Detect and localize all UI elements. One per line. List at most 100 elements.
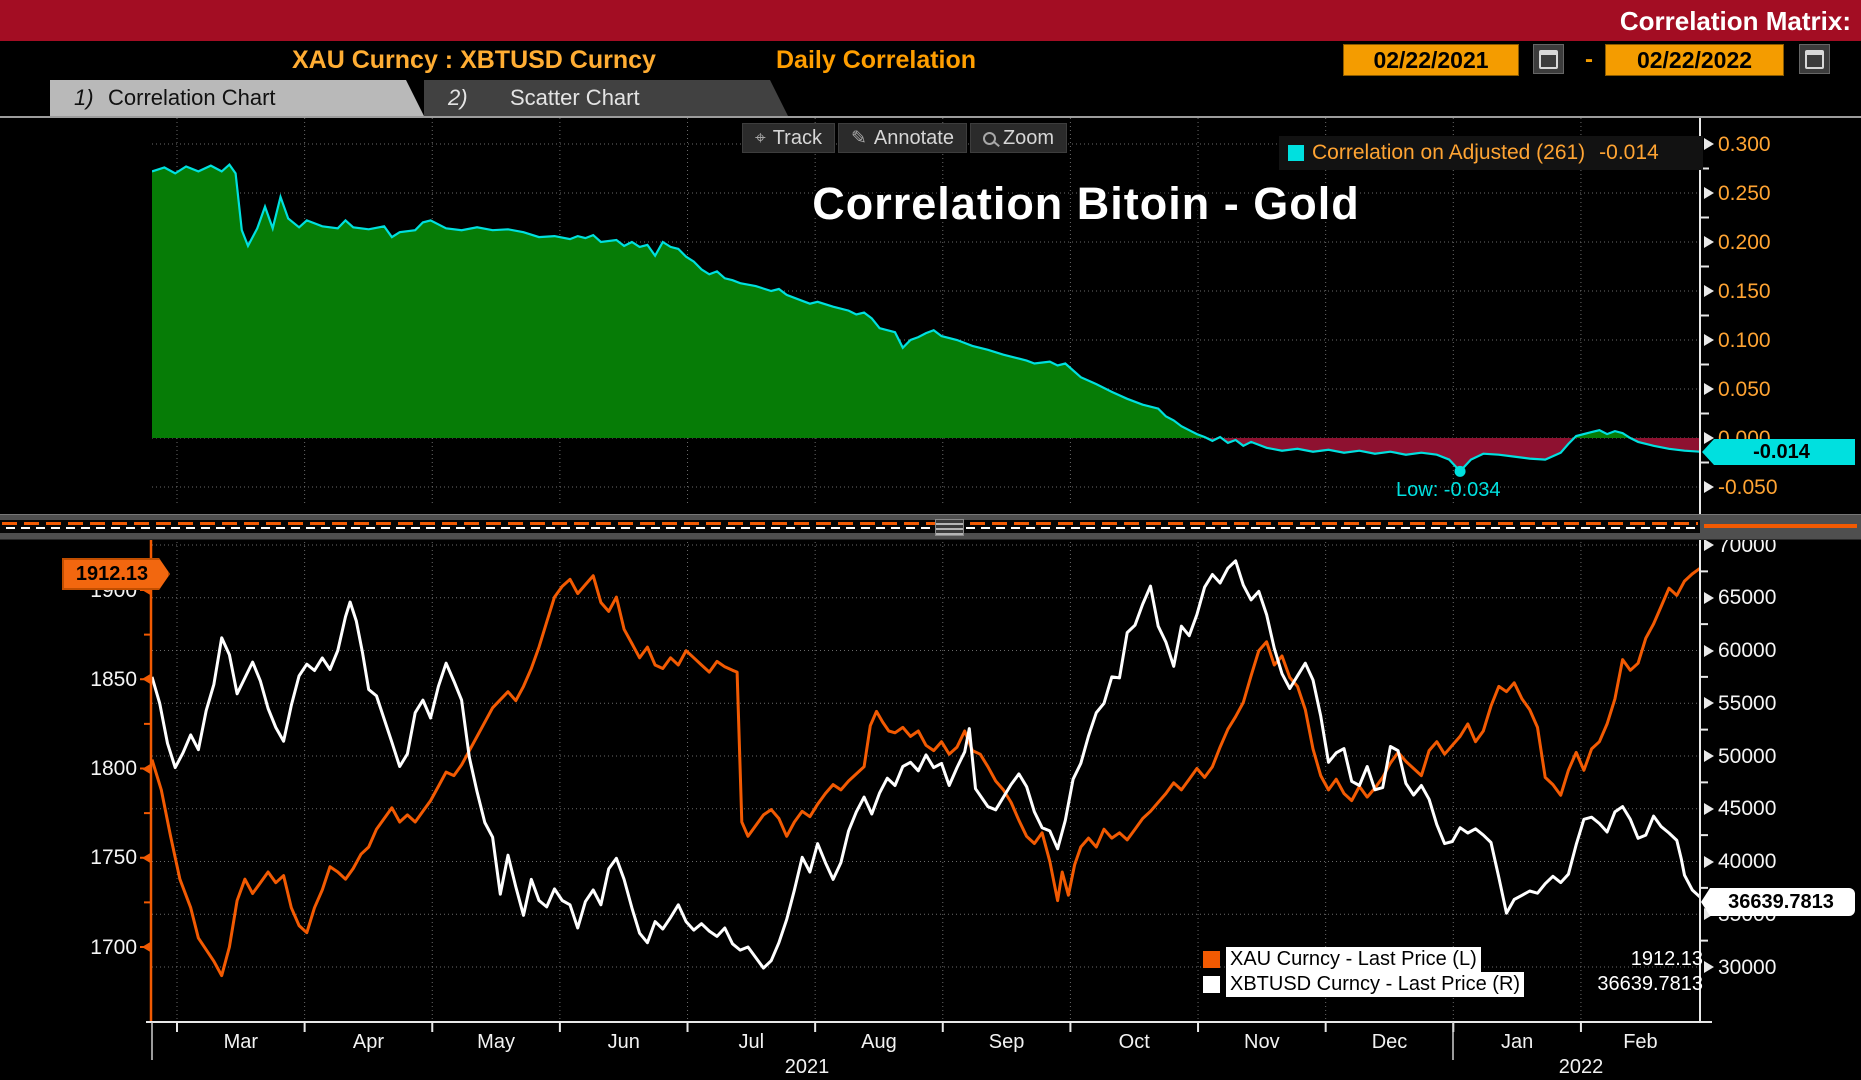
axis-tick-label: 50000 bbox=[1704, 744, 1776, 768]
track-button[interactable]: ⌖ Track bbox=[742, 123, 835, 153]
axis-tick-label: -0.050 bbox=[1704, 475, 1778, 499]
pencil-icon: ✎ bbox=[850, 127, 867, 149]
axis-tick-label: 0.150 bbox=[1704, 279, 1771, 303]
axis-tick-label: 55000 bbox=[1704, 691, 1776, 715]
x-axis-month-label: Jan bbox=[1500, 1031, 1534, 1053]
axis-tick-label: 60000 bbox=[1704, 639, 1776, 663]
title-bar: Correlation Matrix: bbox=[0, 0, 1861, 41]
tick-arrow-icon bbox=[142, 941, 152, 953]
year-label-2022: 2022 bbox=[1558, 1056, 1604, 1078]
legend-label: Correlation on Adjusted (261) bbox=[1312, 141, 1586, 164]
mini-preview-end-segment bbox=[1704, 524, 1857, 528]
tab-label: Correlation Chart bbox=[108, 85, 276, 110]
tick-arrow-icon bbox=[1704, 591, 1714, 604]
tick-arrow-icon bbox=[142, 762, 152, 775]
legend-value: 1912.13 bbox=[1630, 948, 1703, 970]
axis-tick-label: 0.100 bbox=[1704, 328, 1771, 352]
calendar-icon bbox=[1805, 49, 1824, 69]
axis-tick-label: 30000 bbox=[1704, 955, 1776, 979]
annotate-button[interactable]: ✎ Annotate bbox=[837, 123, 967, 153]
legend-swatch-cyan bbox=[1288, 145, 1304, 161]
x-axis-month-label: Sep bbox=[988, 1031, 1025, 1053]
securities-header: XAU Curncy : XBTUSD Curncy Daily Correla… bbox=[0, 41, 1861, 80]
tick-arrow-icon bbox=[1704, 961, 1714, 973]
annotate-label: Annotate bbox=[873, 126, 954, 149]
track-label: Track bbox=[772, 126, 822, 149]
zoom-label: Zoom bbox=[1002, 126, 1055, 149]
end-date-input[interactable]: 02/22/2022 bbox=[1605, 44, 1784, 76]
tick-arrow-icon bbox=[1704, 432, 1714, 444]
tick-arrow-icon bbox=[1704, 802, 1714, 815]
end-date-calendar-button[interactable] bbox=[1799, 44, 1830, 74]
mini-preview-xau-line bbox=[2, 522, 1698, 525]
axis-tick-label: 0.050 bbox=[1704, 377, 1771, 401]
x-axis-month-label: Dec bbox=[1371, 1031, 1408, 1053]
magnifier-icon bbox=[982, 131, 996, 145]
chart-mode-label[interactable]: Daily Correlation bbox=[776, 46, 977, 74]
legend-label: XBTUSD Curncy - Last Price (R) bbox=[1226, 972, 1525, 997]
start-date-calendar-button[interactable] bbox=[1533, 44, 1564, 74]
tab-scatter-chart[interactable]: 2) Scatter Chart bbox=[424, 80, 788, 116]
tick-arrow-icon bbox=[1704, 855, 1714, 868]
x-axis-month-label: Apr bbox=[352, 1031, 384, 1053]
chart-title: Correlation Bitoin - Gold bbox=[812, 178, 1360, 229]
chart-toolbar: ⌖ Track ✎ Annotate Zoom bbox=[742, 123, 1068, 153]
tick-arrow-icon bbox=[142, 851, 152, 864]
legend-value: 36639.7813 bbox=[1597, 973, 1703, 995]
track-crosshair-icon: ⌖ bbox=[755, 127, 766, 149]
legend-row-xbt: XBTUSD Curncy - Last Price (R) 36639.781… bbox=[1203, 972, 1703, 997]
x-axis-month-label: Jun bbox=[607, 1031, 640, 1053]
tick-arrow-icon bbox=[142, 673, 152, 686]
axis-tick-label: 1750 bbox=[86, 846, 152, 870]
correlation-legend[interactable]: Correlation on Adjusted (261) -0.014 bbox=[1279, 136, 1703, 170]
security-pair-label[interactable]: XAU Curncy : XBTUSD Curncy bbox=[292, 46, 656, 74]
x-axis-month-label: Nov bbox=[1244, 1031, 1280, 1053]
x-axis-month-label: May bbox=[477, 1031, 515, 1053]
axis-tick-label: 1700 bbox=[86, 935, 152, 959]
tick-arrow-icon bbox=[1704, 138, 1714, 150]
axis-tick-label: 1800 bbox=[86, 757, 152, 781]
x-axis-month-label: Aug bbox=[861, 1031, 897, 1053]
axis-tick-label: 40000 bbox=[1704, 850, 1776, 874]
tick-arrow-icon bbox=[1704, 236, 1714, 248]
tick-arrow-icon bbox=[1704, 750, 1714, 762]
window-title: Correlation Matrix: bbox=[1619, 6, 1851, 36]
axis-tick-label: 0.200 bbox=[1704, 230, 1771, 254]
tick-arrow-icon bbox=[1704, 644, 1714, 657]
legend-row-xau: XAU Curncy - Last Price (L) 1912.13 bbox=[1203, 947, 1703, 972]
tick-arrow-icon bbox=[1704, 481, 1714, 493]
axis-tick-label: 0.250 bbox=[1704, 181, 1771, 205]
legend-swatch-orange bbox=[1203, 951, 1220, 968]
x-axis-month-label: Oct bbox=[1118, 1031, 1150, 1053]
axis-tick-label: 65000 bbox=[1704, 586, 1776, 610]
tab-bar: 1) Correlation Chart 2) Scatter Chart bbox=[0, 80, 1861, 118]
date-range-separator: - bbox=[1585, 46, 1593, 73]
start-date-input[interactable]: 02/22/2021 bbox=[1343, 44, 1519, 76]
price-legend[interactable]: XAU Curncy - Last Price (L) 1912.13 XBTU… bbox=[1203, 947, 1703, 997]
mini-preview-xbt-line bbox=[6, 527, 1698, 529]
xbt-last-price-badge: 36639.7813 bbox=[1701, 888, 1855, 916]
axis-tick-label: 45000 bbox=[1704, 797, 1776, 821]
tab-number: 2) bbox=[448, 85, 468, 110]
axis-tick-label: 1850 bbox=[86, 667, 152, 691]
tab-number: 1) bbox=[74, 85, 94, 110]
splitter-grip-icon[interactable] bbox=[935, 519, 964, 536]
last-correlation-badge: -0.014 bbox=[1702, 439, 1855, 465]
panel-splitter[interactable] bbox=[0, 514, 1861, 540]
tick-arrow-icon bbox=[1704, 383, 1714, 395]
tick-arrow-icon bbox=[1704, 285, 1714, 297]
xau-last-price-badge: 1912.13 bbox=[62, 558, 170, 590]
tick-arrow-icon bbox=[1704, 334, 1714, 346]
zoom-button[interactable]: Zoom bbox=[969, 123, 1068, 153]
tick-arrow-icon bbox=[1704, 697, 1714, 710]
mini-preview bbox=[0, 520, 1700, 533]
year-label-2021: 2021 bbox=[784, 1056, 830, 1078]
low-annotation: Low: -0.034 bbox=[1396, 479, 1501, 501]
tick-arrow-icon bbox=[142, 584, 152, 596]
calendar-icon bbox=[1539, 49, 1558, 69]
tick-arrow-icon bbox=[1704, 539, 1714, 551]
tab-correlation-chart[interactable]: 1) Correlation Chart bbox=[50, 80, 424, 116]
x-axis-month-label: Mar bbox=[223, 1031, 259, 1053]
legend-swatch-white bbox=[1203, 976, 1220, 993]
